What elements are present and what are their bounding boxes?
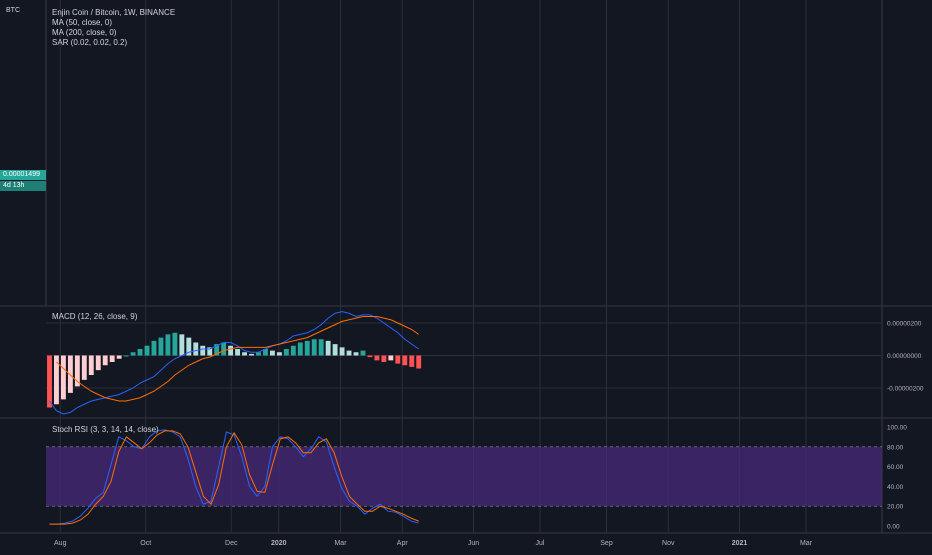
stoch-tick-label: 40.00 bbox=[887, 484, 904, 491]
x-tick-label: Oct bbox=[140, 540, 151, 547]
macd-tick-label: 0.00000000 bbox=[887, 353, 922, 360]
stoch-rsi-pane[interactable] bbox=[46, 429, 882, 525]
macd-histogram-bar bbox=[353, 352, 359, 356]
last-price-badge: 0.00001499 bbox=[0, 170, 46, 180]
macd-histogram-bar bbox=[332, 344, 338, 356]
macd-histogram-bar bbox=[144, 345, 150, 356]
x-tick-label: Nov bbox=[662, 540, 675, 547]
macd-histogram-bar bbox=[297, 342, 303, 356]
symbol-title[interactable]: Enjin Coin / Bitcoin, 1W, BINANCE bbox=[52, 8, 176, 17]
macd-histogram-bar bbox=[179, 334, 185, 356]
macd-histogram-bar bbox=[88, 355, 94, 375]
macd-histogram-bar bbox=[416, 355, 422, 369]
stoch-rsi-title[interactable]: Stoch RSI (3, 3, 14, 14, close) bbox=[52, 425, 159, 434]
x-tick-label: Mar bbox=[800, 540, 813, 547]
macd-histogram-bar bbox=[318, 339, 324, 356]
macd-histogram-bar bbox=[242, 352, 247, 356]
macd-histogram-bar bbox=[200, 345, 206, 356]
macd-tick-label: 0.00000200 bbox=[887, 321, 922, 328]
macd-title[interactable]: MACD (12, 26, close, 9) bbox=[52, 312, 138, 321]
x-tick-label: 2020 bbox=[271, 540, 287, 547]
macd-histogram-bar bbox=[47, 355, 52, 408]
macd-histogram-bar bbox=[116, 355, 122, 359]
macd-histogram-bar bbox=[269, 350, 275, 356]
macd-histogram-bar bbox=[81, 355, 87, 380]
x-tick-label: Jul bbox=[536, 540, 545, 547]
macd-histogram-bar bbox=[374, 355, 380, 361]
macd-histogram-bar bbox=[304, 340, 310, 356]
stoch-tick-label: 60.00 bbox=[887, 464, 904, 471]
x-tick-label: Sep bbox=[600, 540, 613, 547]
x-tick-label: Apr bbox=[397, 540, 409, 547]
sar-legend[interactable]: SAR (0.02, 0.02, 0.2) bbox=[52, 38, 128, 47]
macd-histogram-bar bbox=[339, 347, 345, 356]
macd-histogram-bar bbox=[256, 352, 261, 356]
macd-histogram-bar bbox=[151, 340, 157, 356]
x-tick-label: Aug bbox=[54, 540, 67, 547]
macd-histogram-bar bbox=[54, 355, 59, 405]
macd-histogram-bar bbox=[193, 342, 199, 356]
stoch-tick-label: 0.00 bbox=[887, 524, 900, 531]
stoch-tick-label: 20.00 bbox=[887, 504, 904, 511]
x-tick-label: 2021 bbox=[732, 540, 748, 547]
macd-histogram-bar bbox=[360, 350, 366, 356]
x-tick-label: Dec bbox=[225, 540, 238, 547]
macd-histogram-bar bbox=[109, 355, 115, 362]
macd-pane[interactable] bbox=[47, 311, 422, 415]
macd-histogram-bar bbox=[130, 352, 136, 356]
stoch-tick-label: 80.00 bbox=[887, 444, 904, 451]
ma200-legend[interactable]: MA (200, close, 0) bbox=[52, 28, 117, 37]
macd-histogram-bar bbox=[172, 332, 178, 356]
macd-histogram-bar bbox=[367, 355, 373, 358]
macd-histogram-bar bbox=[311, 339, 317, 356]
stoch-rsi-band bbox=[46, 446, 882, 507]
macd-histogram-bar bbox=[283, 349, 289, 356]
macd-histogram-bar bbox=[263, 349, 268, 356]
macd-histogram-bar bbox=[290, 345, 296, 356]
macd-histogram-bar bbox=[137, 349, 143, 356]
macd-histogram-bar bbox=[346, 350, 352, 356]
countdown-badge: 4d 13h bbox=[0, 181, 46, 191]
macd-histogram-bar bbox=[74, 355, 80, 387]
macd-histogram-bar bbox=[249, 353, 254, 356]
macd-histogram-bar bbox=[186, 337, 192, 356]
macd-histogram-bar bbox=[158, 337, 164, 356]
macd-histogram-bar bbox=[276, 352, 282, 356]
signal-line bbox=[56, 316, 420, 402]
macd-histogram-bar bbox=[221, 342, 227, 356]
macd-histogram-bar bbox=[381, 355, 387, 362]
macd-histogram-bar bbox=[395, 355, 401, 364]
ma50-legend[interactable]: MA (50, close, 0) bbox=[52, 18, 113, 27]
macd-histogram-bar bbox=[95, 355, 101, 371]
macd-histogram-bar bbox=[60, 355, 66, 400]
x-tick-label: Jun bbox=[468, 540, 479, 547]
stoch-d-line bbox=[49, 430, 419, 525]
macd-histogram-bar bbox=[165, 334, 171, 356]
macd-histogram-bar bbox=[388, 355, 394, 361]
macd-histogram-bar bbox=[207, 347, 213, 356]
macd-histogram-bar bbox=[214, 344, 220, 356]
stoch-tick-label: 100.00 bbox=[887, 424, 907, 431]
macd-histogram-bar bbox=[325, 340, 331, 356]
macd-histogram-bar bbox=[228, 345, 234, 356]
macd-histogram-bar bbox=[123, 355, 129, 357]
macd-tick-label: -0.00000200 bbox=[887, 386, 924, 393]
macd-histogram-bar bbox=[102, 355, 108, 366]
axes: Aug Oct Dec 2020 Mar Apr Jun Jul Sep Nov 2021 Mar 0.… bbox=[54, 321, 924, 548]
macd-histogram-bar bbox=[409, 355, 415, 367]
x-tick-label: Mar bbox=[334, 540, 347, 547]
macd-histogram-bar bbox=[67, 355, 73, 393]
currency-label: BTC bbox=[6, 7, 20, 14]
macd-line bbox=[49, 311, 420, 415]
macd-histogram-bar bbox=[402, 355, 408, 366]
symbol-legend: Enjin Coin / Bitcoin, 1W, BINANCE MA (50… bbox=[52, 8, 175, 48]
stoch-k-line bbox=[49, 429, 419, 525]
macd-histogram-bar bbox=[235, 349, 241, 356]
